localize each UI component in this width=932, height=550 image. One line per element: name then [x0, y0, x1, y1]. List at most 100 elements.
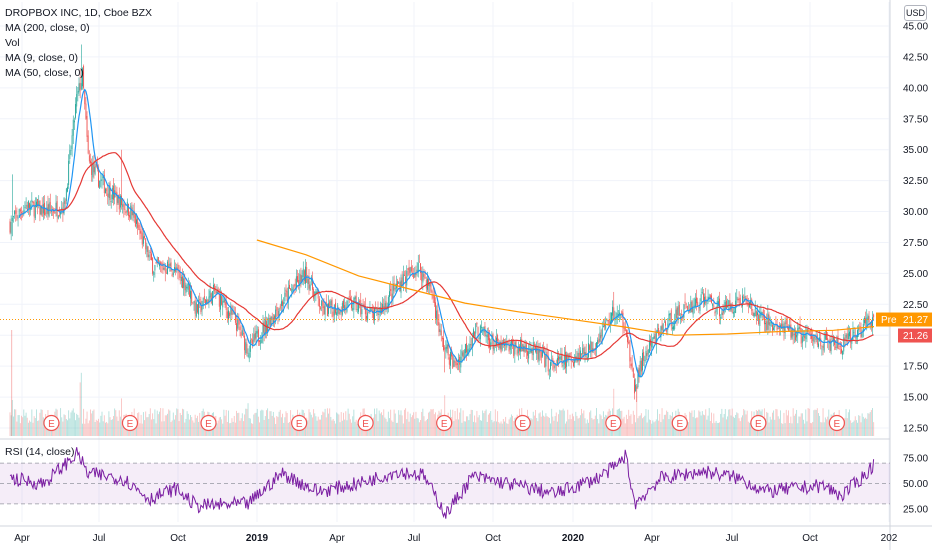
volume-bar [490, 411, 492, 436]
volume-bar [240, 418, 242, 436]
candle-body [627, 335, 628, 343]
currency-button[interactable]: USD [904, 5, 927, 21]
earnings-marker[interactable]: E [671, 414, 688, 432]
volume-bar [492, 422, 494, 436]
candle-body [428, 278, 430, 286]
earnings-marker[interactable]: E [436, 414, 453, 432]
earnings-marker[interactable]: E [605, 414, 622, 432]
candle-body [232, 313, 234, 315]
volume-bar [177, 409, 179, 436]
volume-bar [654, 421, 656, 436]
candle-body [88, 155, 90, 162]
candle-body [859, 325, 861, 327]
earnings-marker[interactable]: E [200, 414, 217, 432]
volume-bar [474, 415, 476, 436]
candle-body [254, 332, 256, 340]
candle-body [579, 350, 581, 361]
legend-ma200[interactable]: MA (200, close, 0) [5, 22, 90, 34]
volume-bar [498, 422, 500, 436]
earnings-marker[interactable]: E [514, 414, 531, 432]
candle-body [686, 305, 688, 311]
volume-bar [40, 409, 42, 436]
candle-body [543, 347, 545, 353]
volume-bar [420, 420, 421, 436]
volume-bar [262, 410, 264, 436]
rsi-legend[interactable]: RSI (14, close) [5, 446, 75, 458]
candle-body [404, 274, 405, 276]
candle-body [742, 295, 743, 307]
candle-body [845, 334, 847, 338]
volume-bar [400, 410, 402, 436]
volume-bar [264, 416, 266, 436]
legend-vol[interactable]: Vol [5, 37, 20, 49]
volume-bar [846, 418, 848, 436]
earnings-label: E [676, 419, 683, 430]
volume-bar [111, 419, 113, 436]
volume-bar [216, 423, 218, 436]
volume-bar [629, 415, 631, 436]
candle-body [130, 205, 132, 219]
candle-body [673, 326, 674, 330]
volume-bar [805, 409, 807, 436]
candle-body [738, 298, 740, 301]
volume-bar [22, 417, 24, 436]
earnings-marker[interactable]: E [750, 414, 767, 432]
volume-bar [579, 415, 581, 436]
volume-bar [569, 414, 571, 436]
legend-title[interactable]: DROPBOX INC, 1D, Cboe BZX [5, 7, 153, 19]
candle-body [758, 314, 760, 325]
candle-body [422, 271, 424, 283]
volume-bar [573, 416, 574, 436]
candle-body [629, 340, 631, 362]
earnings-marker[interactable]: E [291, 414, 308, 432]
earnings-marker[interactable]: E [121, 414, 139, 432]
candle-body [349, 297, 351, 300]
volume-bar [634, 414, 635, 436]
candle-body [230, 307, 232, 315]
candle-body [247, 355, 249, 357]
volume-bar [688, 422, 689, 436]
candle-body [696, 297, 697, 304]
earnings-marker[interactable]: E [357, 414, 374, 432]
volume-bar [711, 412, 712, 436]
volume-bar [79, 382, 81, 436]
candle-body [798, 326, 800, 329]
candle-body [715, 307, 717, 313]
candle-body [241, 330, 243, 336]
volume-bar [237, 413, 239, 436]
candle-body [628, 341, 630, 344]
volume-bar [813, 410, 815, 436]
volume-bar [423, 416, 425, 436]
earnings-marker[interactable]: E [43, 414, 60, 432]
volume-bar [220, 416, 221, 436]
candle-body [654, 333, 656, 343]
volume-bar [459, 412, 461, 436]
earnings-label: E [755, 419, 762, 430]
volume-bar [312, 417, 313, 436]
candle-body [560, 355, 562, 361]
volume-bar [746, 410, 748, 436]
candle-body [267, 324, 269, 332]
volume-bar [851, 422, 853, 436]
legend-ma50[interactable]: MA (50, close, 0) [5, 67, 84, 79]
candle-body [714, 311, 716, 314]
time-tick-label: Oct [802, 533, 818, 544]
candle-body [92, 163, 94, 178]
volume-bar [740, 417, 742, 436]
candle-body [407, 268, 409, 270]
candle-body [142, 236, 144, 244]
earnings-marker[interactable]: E [828, 414, 845, 432]
legend-ma9[interactable]: MA (9, close, 0) [5, 52, 78, 64]
volume-bar [738, 418, 740, 436]
volume-bar [578, 417, 580, 436]
candle-body [47, 204, 49, 215]
candle-body [665, 321, 666, 326]
candle-body [586, 357, 588, 359]
candle-body [475, 323, 477, 334]
volume-bar [561, 410, 563, 436]
volume-bar [422, 408, 424, 436]
candle-body [799, 324, 801, 330]
earnings-circle [671, 414, 688, 432]
price-tick-label: 25.00 [903, 269, 928, 280]
